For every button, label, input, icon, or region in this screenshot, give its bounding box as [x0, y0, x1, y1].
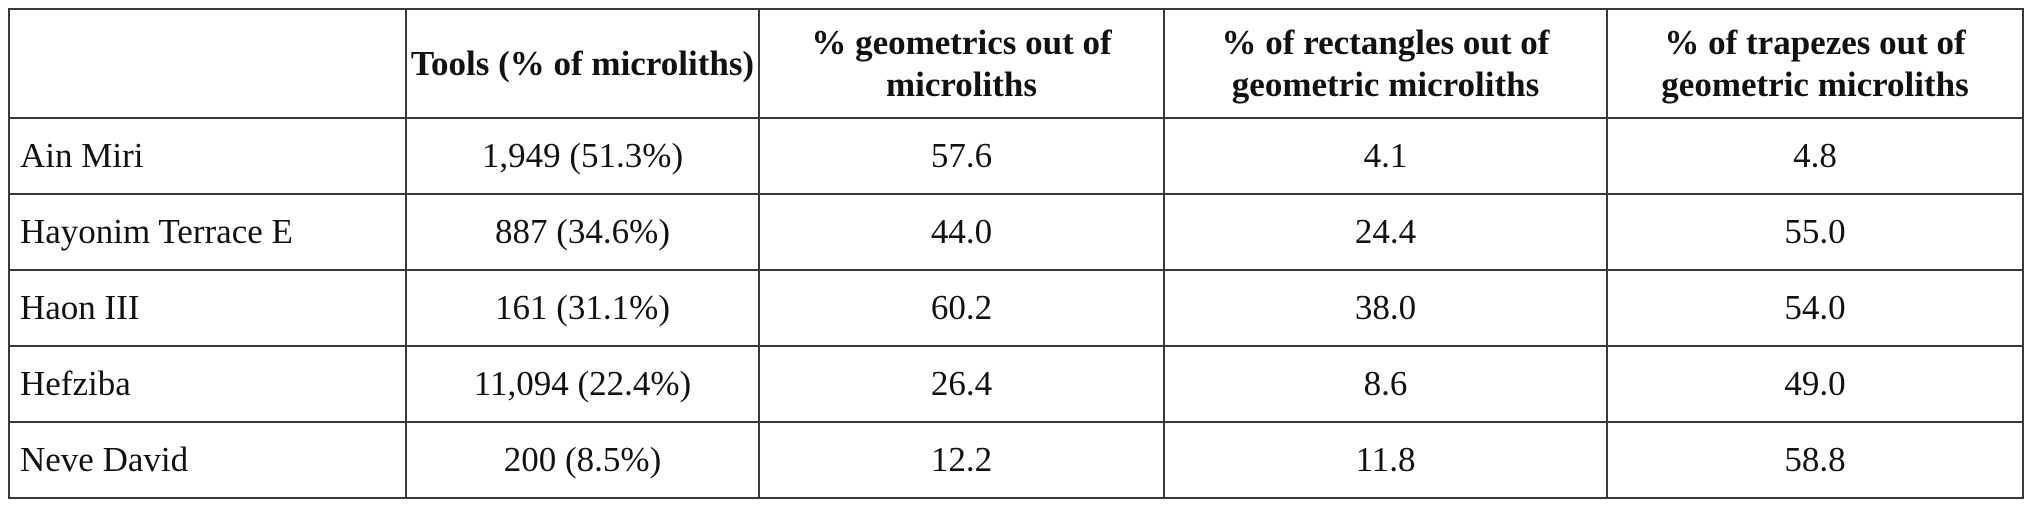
- tools-cell: 200 (8.5%): [405, 421, 760, 499]
- rectangles-cell: 4.1: [1163, 117, 1608, 195]
- header-cell-tools: Tools (% of microliths): [405, 8, 760, 119]
- site-cell: Neve David: [8, 421, 407, 499]
- header-row: Tools (% of microliths) % geometrics out…: [8, 8, 2024, 119]
- trapezes-cell: 58.8: [1606, 421, 2024, 499]
- geometrics-cell: 12.2: [758, 421, 1165, 499]
- tools-cell: 1,949 (51.3%): [405, 117, 760, 195]
- header-cell-trapezes: % of trapezes out of geometric microlith…: [1606, 8, 2024, 119]
- geometrics-cell: 44.0: [758, 193, 1165, 271]
- trapezes-cell: 55.0: [1606, 193, 2024, 271]
- trapezes-cell: 49.0: [1606, 345, 2024, 423]
- table-row: Neve David 200 (8.5%) 12.2 11.8 58.8: [8, 421, 2024, 499]
- table-row: Hefziba 11,094 (22.4%) 26.4 8.6 49.0: [8, 345, 2024, 423]
- trapezes-cell: 4.8: [1606, 117, 2024, 195]
- site-cell: Haon III: [8, 269, 407, 347]
- site-cell: Ain Miri: [8, 117, 407, 195]
- site-cell: Hayonim Terrace E: [8, 193, 407, 271]
- tools-cell: 887 (34.6%): [405, 193, 760, 271]
- rectangles-cell: 38.0: [1163, 269, 1608, 347]
- rectangles-cell: 24.4: [1163, 193, 1608, 271]
- tools-cell: 11,094 (22.4%): [405, 345, 760, 423]
- geometrics-cell: 26.4: [758, 345, 1165, 423]
- trapezes-cell: 54.0: [1606, 269, 2024, 347]
- header-cell-rectangles: % of rectangles out of geometric microli…: [1163, 8, 1608, 119]
- tools-cell: 161 (31.1%): [405, 269, 760, 347]
- rectangles-cell: 11.8: [1163, 421, 1608, 499]
- rectangles-cell: 8.6: [1163, 345, 1608, 423]
- geometrics-cell: 60.2: [758, 269, 1165, 347]
- table-row: Ain Miri 1,949 (51.3%) 57.6 4.1 4.8: [8, 117, 2024, 195]
- header-cell-site: [8, 8, 407, 119]
- microlith-table: Tools (% of microliths) % geometrics out…: [8, 8, 2024, 499]
- site-cell: Hefziba: [8, 345, 407, 423]
- geometrics-cell: 57.6: [758, 117, 1165, 195]
- header-cell-geometrics: % geometrics out of microliths: [758, 8, 1165, 119]
- table-row: Haon III 161 (31.1%) 60.2 38.0 54.0: [8, 269, 2024, 347]
- table-row: Hayonim Terrace E 887 (34.6%) 44.0 24.4 …: [8, 193, 2024, 271]
